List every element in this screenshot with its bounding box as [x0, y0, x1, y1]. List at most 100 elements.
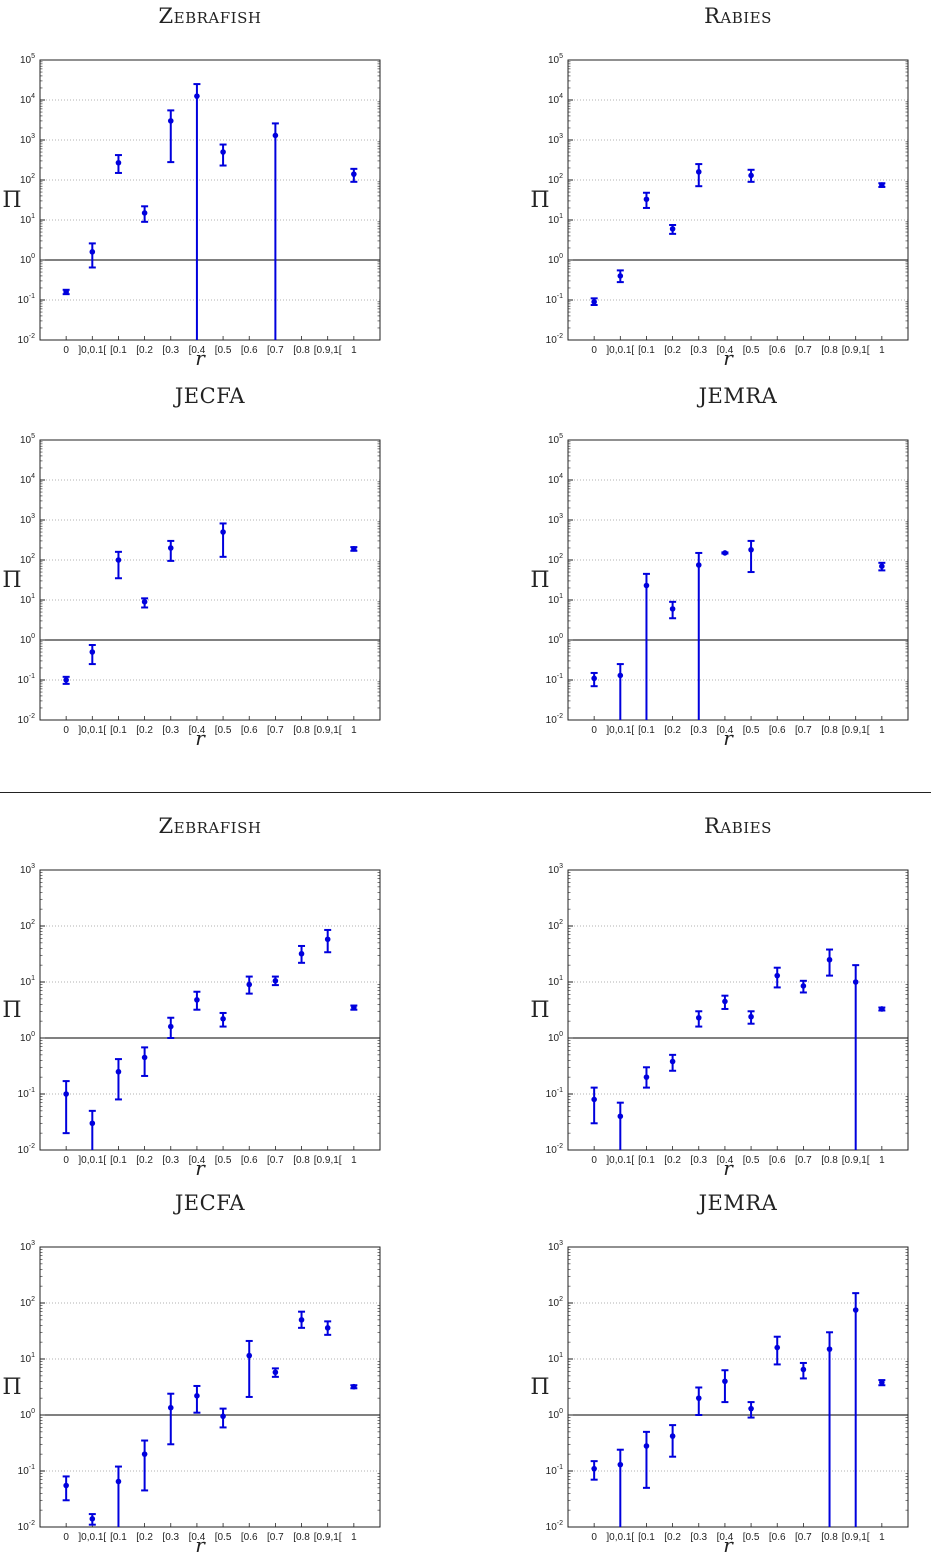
y-tick-label: 10-2: [546, 713, 563, 726]
x-tick-label: [0.2: [664, 1155, 681, 1166]
x-tick-label: [0.5: [743, 725, 760, 736]
data-point: [141, 210, 148, 216]
x-tick-label: [0.8: [293, 725, 310, 736]
data-point: [722, 550, 728, 556]
y-tick-label: 102: [548, 173, 563, 186]
y-axis-label: Π: [2, 1375, 21, 1400]
x-tick-label: [0.3: [162, 1532, 179, 1543]
chart-svg: 10-2 10-1 100 101 102 103 0]0,0.1[[0.1 [0.2 [0.3…: [530, 863, 909, 1180]
data-point: [643, 196, 650, 203]
y-tick-label: 103: [20, 513, 35, 526]
panel-bottom-zebrafish: Zebrafish 10-2 10-1 100 101 102 103 0]0,0.1[[0.…: [0, 810, 400, 1190]
x-tick-label: [0.3: [162, 725, 179, 736]
x-tick-label: [0.7: [267, 345, 284, 356]
data-point: [351, 546, 357, 552]
y-tick-label: 10-1: [18, 1464, 35, 1477]
y-tick-label: 104: [548, 93, 563, 106]
data-point: [852, 979, 859, 985]
x-tick-label: [0.7: [267, 725, 284, 736]
x-tick-label: [0.8: [821, 345, 838, 356]
panel-title: JECFA: [174, 1191, 246, 1215]
panel-top-rabies: Rabies 10-2 10-1 100 101 102 103 104 105 0]0,0.1[…: [528, 0, 928, 380]
y-tick-label: 102: [20, 173, 35, 186]
y-tick-label: 103: [548, 513, 563, 526]
y-tick-label: 105: [20, 53, 35, 66]
y-tick-label: 10-2: [18, 1143, 35, 1156]
data-point: [591, 1465, 597, 1472]
y-tick-label: 101: [20, 593, 35, 606]
data-point: [141, 1054, 148, 1061]
x-tick-label: [0.9,1[: [314, 1155, 342, 1166]
y-tick-label: 104: [20, 93, 35, 106]
data-point: [351, 1004, 357, 1011]
x-tick-label: [0.6: [769, 1155, 786, 1166]
y-tick-label: 10-1: [18, 293, 35, 306]
plot-frame: [39, 439, 381, 721]
x-tick-label: [0.4: [717, 1532, 734, 1543]
x-tick-label: [0.9,1[: [314, 725, 342, 736]
data-point: [167, 545, 174, 551]
panel-title: Zebrafish: [158, 814, 262, 838]
y-tick-label: 10-2: [18, 333, 35, 346]
y-tick-label: 103: [548, 863, 563, 876]
y-tick-label: 102: [20, 919, 35, 932]
x-tick-label: [0.9,1[: [842, 725, 870, 736]
panel-bottom-jecfa: JECFA 10-2 10-1 100 101 102 103 0]0,0.1[[0.1 [0.…: [0, 1187, 400, 1567]
data-point: [246, 981, 253, 988]
data-point: [695, 1395, 702, 1401]
x-axis-label: r: [723, 726, 734, 750]
data-point: [695, 169, 702, 175]
y-tick-label: 10-2: [18, 1520, 35, 1533]
panel-bottom-rabies: Rabies 10-2 10-1 100 101 102 103 0]0,0.1[[0.1 [0…: [528, 810, 928, 1190]
panel-title: Rabies: [704, 4, 772, 28]
panel-title: Zebrafish: [158, 4, 262, 28]
data-point: [643, 582, 650, 589]
data-point: [272, 978, 279, 984]
x-tick-label: 1: [879, 1155, 885, 1166]
x-tick-label: [0.4: [717, 725, 734, 736]
x-tick-label: [0.1: [110, 1155, 127, 1166]
y-tick-label: 101: [20, 975, 35, 988]
data-point: [167, 118, 174, 124]
x-tick-label: [0.8: [293, 345, 310, 356]
x-axis-label: r: [723, 346, 734, 370]
data-point: [194, 997, 200, 1003]
x-tick-label: [0.6: [769, 345, 786, 356]
x-tick-label: [0.8: [293, 1532, 310, 1543]
x-tick-label: 1: [351, 725, 357, 736]
x-axis-label: r: [195, 346, 206, 370]
y-tick-label: 101: [548, 975, 563, 988]
data-point: [669, 1058, 676, 1065]
x-tick-label: [0.4: [189, 1532, 206, 1543]
y-tick-label: 102: [20, 1296, 35, 1309]
data-point: [115, 1068, 122, 1075]
data-point: [63, 1482, 69, 1489]
chart-svg: 10-2 10-1 100 101 102 103 0]0,0.1[[0.1 [0.2 [0.3…: [530, 1240, 909, 1557]
data-point: [669, 1433, 676, 1439]
x-tick-label: [0.8: [293, 1155, 310, 1166]
x-tick-label: 1: [879, 1532, 885, 1543]
data-point: [748, 1013, 754, 1020]
y-tick-label: 101: [548, 593, 563, 606]
x-axis-label: r: [723, 1533, 734, 1557]
x-tick-label: [0.4: [717, 1155, 734, 1166]
y-tick-label: 100: [548, 1408, 563, 1421]
x-tick-label: [0.3: [162, 345, 179, 356]
x-tick-label: [0.6: [241, 1532, 258, 1543]
data-point: [748, 1405, 754, 1412]
y-tick-label: 103: [548, 133, 563, 146]
y-tick-label: 102: [20, 553, 35, 566]
data-point: [89, 1516, 96, 1522]
data-point: [63, 289, 69, 295]
section-divider: [0, 792, 931, 793]
x-tick-label: [0.6: [769, 1532, 786, 1543]
data-point: [591, 1096, 597, 1103]
y-tick-label: 104: [548, 473, 563, 486]
x-tick-label: [0.1: [638, 725, 655, 736]
x-tick-label: 0: [591, 1155, 597, 1166]
x-tick-label: 0: [591, 345, 597, 356]
y-tick-label: 105: [548, 433, 563, 446]
y-tick-label: 104: [20, 473, 35, 486]
x-tick-label: [0.2: [136, 725, 153, 736]
data-point: [643, 1443, 650, 1449]
